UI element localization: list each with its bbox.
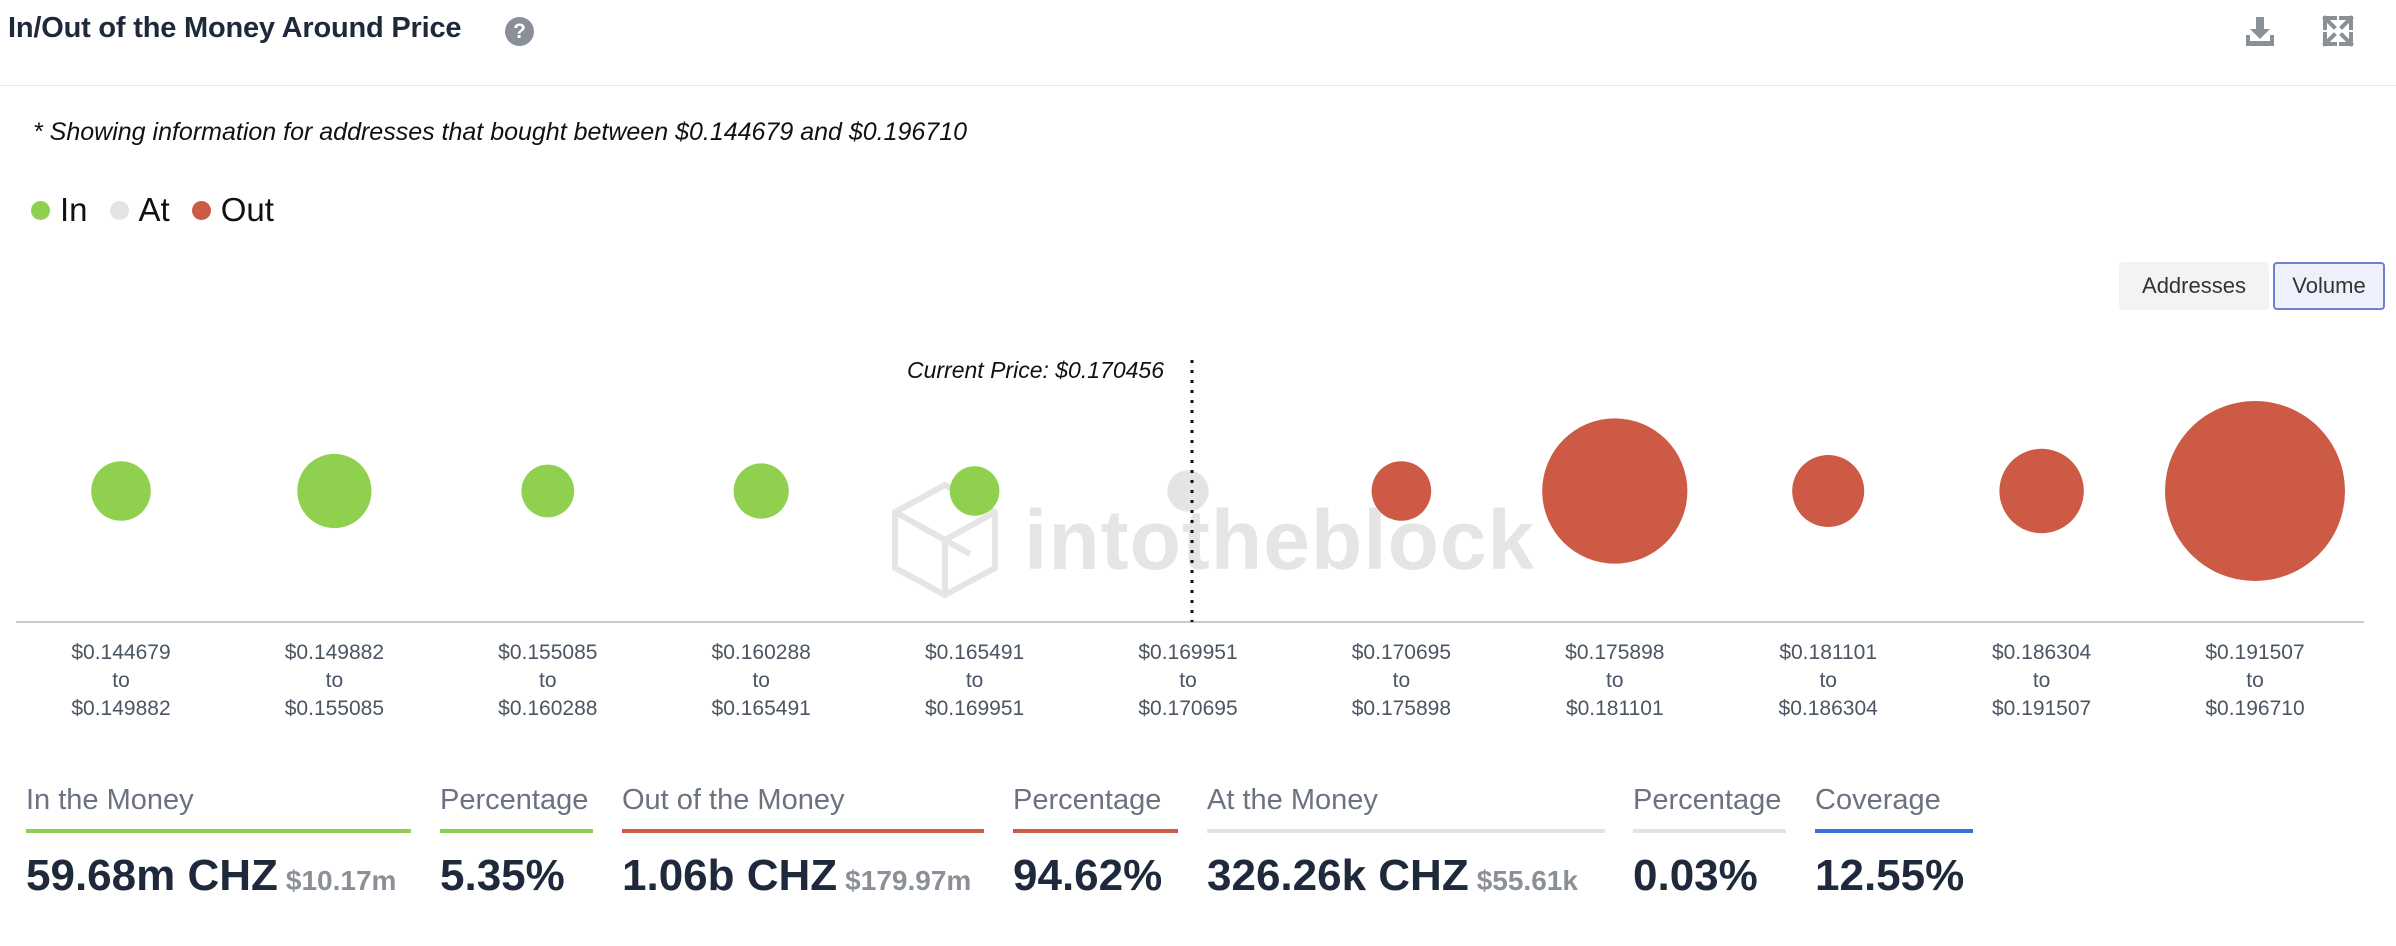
x-tick-label: $0.196710 xyxy=(2205,697,2304,720)
x-tick-label: $0.181101 xyxy=(1566,697,1664,720)
x-tick-label: to xyxy=(1819,669,1837,692)
iomap-chart: $0.144679 to $0.149882 $0.149882 to $0.155085… xyxy=(16,357,2364,720)
x-tick-label: to xyxy=(2033,669,2051,692)
stat-coverage: Coverage 12.55% xyxy=(1815,784,1973,901)
volume-bubble[interactable] xyxy=(1542,418,1688,564)
volume-bubble[interactable] xyxy=(733,463,789,519)
price-range-note: * Showing information for addresses that… xyxy=(33,118,968,146)
legend: In At Out xyxy=(31,190,296,230)
panel-header: In/Out of the Money Around Price ? xyxy=(0,0,2396,86)
x-tick-label: to xyxy=(752,669,770,692)
x-tick-label: $0.165491 xyxy=(925,641,1024,664)
volume-toggle-button[interactable]: Volume xyxy=(2273,262,2385,310)
x-tick-label: $0.170695 xyxy=(1352,641,1451,664)
volume-bubble[interactable] xyxy=(1371,461,1432,521)
volume-bubble[interactable] xyxy=(521,464,575,518)
addresses-toggle-button[interactable]: Addresses xyxy=(2119,262,2269,310)
stat-value-in-percentage: 5.35% xyxy=(440,851,565,900)
download-icon[interactable] xyxy=(2241,12,2279,50)
x-tick-label: $0.169951 xyxy=(925,697,1024,720)
stat-value-at-the-money: 326.26k CHZ $55.61k xyxy=(1207,851,1605,901)
stat-value-out-of-the-money: 1.06b CHZ $179.97m xyxy=(622,851,984,901)
x-tick-label: $0.186304 xyxy=(1779,697,1879,720)
stat-label-out-percentage: Percentage xyxy=(1013,784,1178,833)
x-tick-label: $0.170695 xyxy=(1138,697,1237,720)
stat-value-out-percentage: 94.62% xyxy=(1013,851,1163,900)
volume-bubble[interactable] xyxy=(91,461,151,521)
legend-item-at[interactable]: At xyxy=(109,191,170,229)
legend-label-in: In xyxy=(60,191,88,228)
stat-label-in-the-money: In the Money xyxy=(26,784,411,833)
x-tick-label: $0.181101 xyxy=(1779,641,1877,664)
panel-title: In/Out of the Money Around Price xyxy=(8,12,462,44)
expand-icon[interactable] xyxy=(2319,12,2357,50)
stat-value-in-the-money: 59.68m CHZ $10.17m xyxy=(26,851,411,901)
stat-label-out-of-the-money: Out of the Money xyxy=(622,784,984,833)
legend-item-out[interactable]: Out xyxy=(191,191,274,229)
stat-in-the-money: In the Money 59.68m CHZ $10.17m xyxy=(26,784,411,901)
stat-out-of-the-money: Out of the Money 1.06b CHZ $179.97m xyxy=(622,784,984,901)
legend-item-in[interactable]: In xyxy=(31,191,88,229)
x-tick-label: to xyxy=(1393,669,1411,692)
x-tick-label: to xyxy=(2246,669,2264,692)
x-tick-label: $0.155085 xyxy=(498,641,597,664)
x-tick-label: $0.191507 xyxy=(1992,697,2091,720)
x-tick-label: $0.149882 xyxy=(71,697,170,720)
volume-bubble[interactable] xyxy=(949,466,1000,516)
intotheblock-logo-icon xyxy=(892,481,998,599)
watermark: intotheblock xyxy=(890,480,1535,600)
at-money-chz: 326.26k CHZ xyxy=(1207,851,1469,900)
in-money-chz: 59.68m CHZ xyxy=(26,851,278,900)
volume-bubble[interactable] xyxy=(1792,455,1865,527)
x-tick-label: to xyxy=(326,669,344,692)
x-tick-label: $0.149882 xyxy=(285,641,384,664)
out-money-usd: $179.97m xyxy=(845,865,972,896)
stat-label-in-percentage: Percentage xyxy=(440,784,593,833)
watermark-text: intotheblock xyxy=(1024,492,1536,587)
volume-bubble[interactable] xyxy=(2165,401,2345,581)
x-tick-label: to xyxy=(1606,669,1624,692)
x-tick-label: $0.175898 xyxy=(1565,641,1664,664)
legend-dot-out xyxy=(191,200,211,220)
x-tick-label: $0.155085 xyxy=(285,697,384,720)
x-tick-label: to xyxy=(539,669,557,692)
x-tick-label: $0.144679 xyxy=(71,641,170,664)
stat-out-percentage: Percentage 94.62% xyxy=(1013,784,1178,901)
metric-toggle: Addresses Volume xyxy=(2119,262,2385,310)
x-tick-label: $0.186304 xyxy=(1992,641,2092,664)
x-tick-label: $0.191507 xyxy=(2205,641,2304,664)
out-money-chz: 1.06b CHZ xyxy=(622,851,838,900)
stat-label-at-the-money: At the Money xyxy=(1207,784,1605,833)
stat-in-percentage: Percentage 5.35% xyxy=(440,784,593,901)
legend-dot-at xyxy=(109,200,129,220)
x-tick-label: to xyxy=(966,669,984,692)
stat-at-the-money: At the Money 326.26k CHZ $55.61k xyxy=(1207,784,1605,901)
legend-dot-in xyxy=(31,200,50,220)
stat-label-coverage: Coverage xyxy=(1815,784,1973,833)
x-tick-label: $0.160288 xyxy=(712,641,811,664)
help-icon[interactable]: ? xyxy=(505,17,534,46)
legend-label-out: Out xyxy=(220,191,274,228)
at-money-usd: $55.61k xyxy=(1476,865,1578,896)
stat-at-percentage: Percentage 0.03% xyxy=(1633,784,1786,901)
volume-bubble[interactable] xyxy=(1999,448,2084,534)
x-tick-label: to xyxy=(112,669,130,692)
x-tick-label: $0.165491 xyxy=(712,697,811,720)
x-tick-label: $0.160288 xyxy=(498,697,597,720)
x-tick-label: $0.175898 xyxy=(1352,697,1451,720)
stat-value-at-percentage: 0.03% xyxy=(1633,851,1758,900)
x-tick-label: to xyxy=(1179,669,1197,692)
volume-bubble[interactable] xyxy=(297,453,372,529)
in-money-usd: $10.17m xyxy=(285,865,397,896)
stat-value-coverage: 12.55% xyxy=(1815,851,1965,900)
volume-bubble[interactable] xyxy=(1167,470,1209,512)
legend-label-at: At xyxy=(138,191,170,228)
stat-label-at-percentage: Percentage xyxy=(1633,784,1786,833)
x-tick-label: $0.169951 xyxy=(1138,641,1237,664)
current-price-label: Current Price: $0.170456 xyxy=(907,357,1164,383)
